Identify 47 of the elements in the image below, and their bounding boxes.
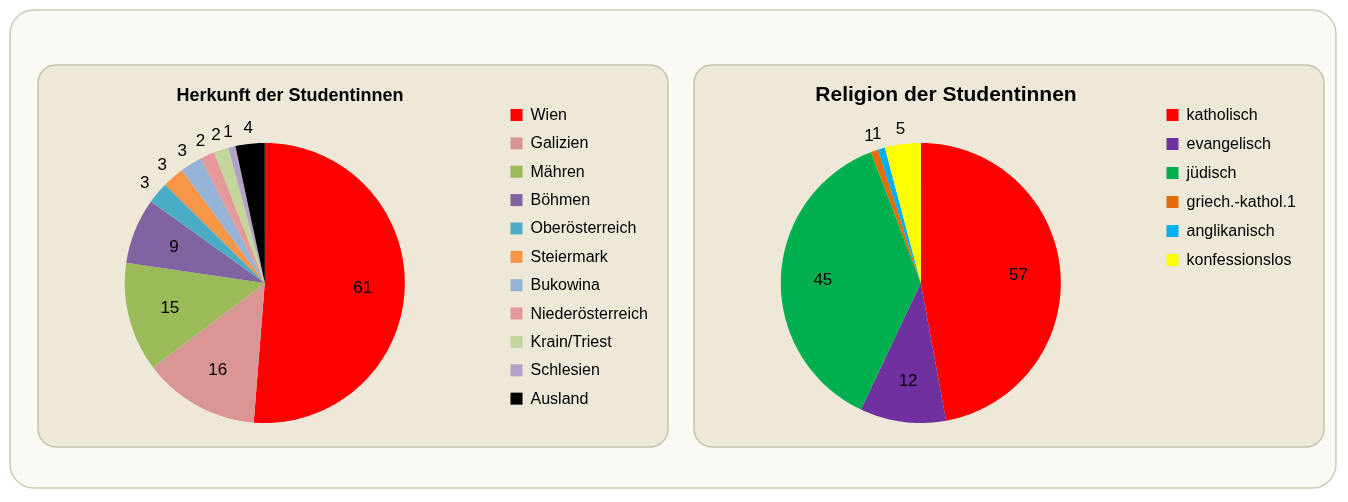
data-label: 3 [157,155,167,175]
pie-slice [253,143,405,423]
pie-slice [884,143,921,283]
legend-label: Böhmen [530,191,591,209]
pie-slice [780,152,921,410]
legend-label: Niederösterreich [530,304,648,322]
data-label: 5 [895,118,906,138]
legend-label: Mähren [530,162,585,180]
legend-label: evangelisch [1186,135,1271,152]
chart-title: Religion der Studentinnen [815,82,1077,105]
data-label: 45 [813,270,833,290]
legend-label: Steiermark [530,247,609,265]
data-label: 61 [353,277,373,297]
legend-label: Schlesien [530,361,600,379]
legend-label: Wien [530,106,567,123]
legend-label: Ausland [530,389,589,407]
data-label: 2 [195,130,206,150]
legend-label: jüdisch [1185,164,1237,181]
legend-label: anglikanisch [1186,222,1275,239]
legend-label: Galizien [530,134,589,152]
pie-slice [165,170,265,283]
legend-label: Krain/Triest [530,332,613,350]
data-label: 12 [898,371,918,391]
pie-slice [214,147,265,283]
legend-label: griech.-kathol.1 [1186,193,1296,210]
data-label: 1 [223,121,233,141]
pie-slice [126,201,265,283]
legend-label: katholisch [1186,106,1258,123]
pie-slice [153,283,265,423]
data-label: 57 [1008,265,1028,285]
data-label: 15 [160,298,180,318]
data-label: 4 [243,118,254,138]
legend-label: Oberösterreich [530,219,637,237]
pie-slice [920,143,1061,421]
data-label: 9 [169,237,179,257]
pie-slice [860,283,947,423]
chart-title: Herkunft der Studentinnen [176,85,404,105]
pie-slice [150,184,265,283]
pie-slice [235,143,265,283]
legend-label: konfessionslos [1186,251,1292,268]
legend-label: Bukowina [530,276,600,294]
data-label: 3 [177,140,187,160]
data-label: 3 [140,173,150,193]
pie-slice [181,158,265,283]
data-label: 2 [211,125,221,144]
data-label: 1 [864,126,874,146]
data-label: 16 [208,359,228,379]
